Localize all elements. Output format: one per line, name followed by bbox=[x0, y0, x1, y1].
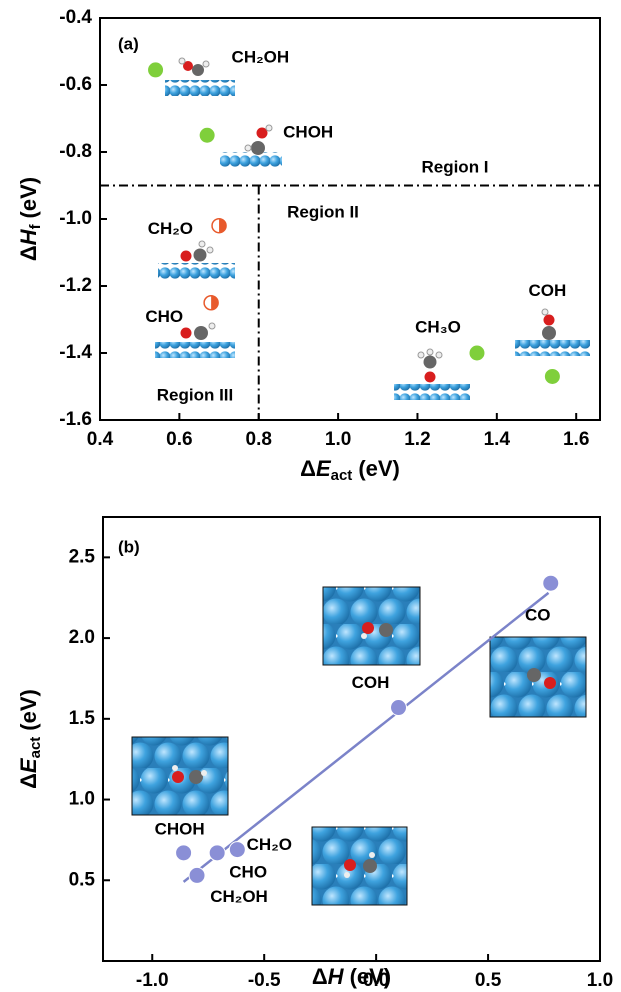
x-tick-label: 0.6 bbox=[166, 429, 192, 450]
panel-label: (b) bbox=[118, 537, 140, 556]
axis-label-symbol: E bbox=[316, 456, 332, 481]
axis-label-delta: Δ bbox=[16, 773, 41, 789]
point bbox=[209, 845, 225, 861]
point bbox=[469, 345, 485, 361]
point bbox=[148, 62, 164, 78]
point bbox=[199, 127, 215, 143]
molecule-ch3o bbox=[394, 349, 470, 400]
point bbox=[544, 368, 560, 384]
y-tick-label: 1.5 bbox=[69, 708, 96, 729]
x-tick-label: 0.5 bbox=[475, 970, 502, 991]
y-tick-label: 0.5 bbox=[69, 869, 96, 890]
x-tick-label: 1.0 bbox=[325, 429, 351, 450]
y-tick-label: -1.4 bbox=[59, 342, 92, 363]
point-label: CHOH bbox=[283, 123, 333, 142]
axis-label: ΔH(eV) bbox=[312, 964, 391, 989]
point-label: CHO bbox=[145, 307, 183, 326]
molecule-cho bbox=[155, 323, 235, 358]
y-tick-label: -1.0 bbox=[59, 208, 92, 229]
point-label: COH bbox=[528, 281, 566, 300]
x-tick-label: -1.0 bbox=[136, 970, 169, 991]
x-tick-label: 1.4 bbox=[484, 429, 511, 450]
y-tick-label: -0.6 bbox=[59, 74, 92, 95]
surface-co bbox=[490, 637, 586, 717]
axis-label-symbol: H bbox=[16, 228, 41, 245]
x-tick-label: 1.6 bbox=[563, 429, 589, 450]
axis-label-unit: (eV) bbox=[16, 689, 41, 731]
axis-label: ΔEact (eV) bbox=[300, 456, 400, 484]
point-label: CH₂O bbox=[247, 835, 292, 854]
point-label: CH₃O bbox=[415, 317, 461, 336]
y-tick-label: -1.2 bbox=[59, 275, 92, 296]
surface-choh bbox=[132, 737, 228, 815]
point bbox=[229, 842, 245, 858]
x-tick-label: 1.2 bbox=[404, 429, 430, 450]
region-label: Region II bbox=[287, 202, 359, 221]
point-label: CHOH bbox=[155, 819, 205, 838]
y-tick-label: 2.0 bbox=[69, 627, 95, 648]
y-tick-label: 1.0 bbox=[69, 789, 95, 810]
region-label: Region I bbox=[421, 157, 488, 176]
y-tick-label: -0.4 bbox=[59, 7, 92, 28]
point bbox=[543, 575, 559, 591]
y-tick-label: 2.5 bbox=[69, 546, 96, 567]
y-tick-label: -0.8 bbox=[59, 141, 92, 162]
y-tick-label: -1.6 bbox=[59, 409, 92, 430]
x-tick-label: 0.4 bbox=[87, 429, 114, 450]
axis-label-delta: Δ bbox=[312, 964, 328, 989]
axis-label-symbol: E bbox=[16, 757, 41, 773]
point-label: CH₂OH bbox=[210, 887, 268, 906]
axis-label-delta: Δ bbox=[16, 245, 41, 261]
page: {"chart_data": [ {"type": "scatter", "pa… bbox=[0, 0, 621, 992]
surface-ch2o bbox=[312, 827, 407, 905]
x-tick-label: 1.0 bbox=[587, 970, 613, 991]
axis-label-delta: Δ bbox=[300, 456, 316, 481]
point bbox=[176, 845, 192, 861]
molecule-ch2oh bbox=[165, 58, 235, 96]
point-label: CO bbox=[525, 606, 551, 625]
molecule-ch2o bbox=[158, 241, 235, 279]
molecule-coh bbox=[515, 309, 590, 356]
axis-label: ΔHf (eV) bbox=[16, 177, 44, 261]
axis-label-unit: (eV) bbox=[16, 177, 41, 219]
surface-coh bbox=[323, 587, 420, 665]
axis-label-subscript: act bbox=[331, 467, 353, 484]
region-label: Region III bbox=[157, 385, 234, 404]
axis-label: ΔEact (eV) bbox=[16, 689, 44, 789]
molecule-choh bbox=[220, 125, 282, 168]
point-label: COH bbox=[352, 673, 390, 692]
axis-label-symbol: H bbox=[328, 964, 345, 989]
x-tick-label: 0.8 bbox=[246, 429, 272, 450]
point-label: CH₂OH bbox=[232, 47, 290, 66]
point-label: CH₂O bbox=[148, 219, 193, 238]
axis-label-unit: (eV) bbox=[358, 456, 400, 481]
point bbox=[391, 700, 407, 716]
point bbox=[189, 867, 205, 883]
point-label: CHO bbox=[229, 862, 267, 881]
figure: 0.4 0.6 0.8 1.0 1.2 1.4 1.6 -1.6 -1.4 -1.2 -1.0 -0.… bbox=[0, 0, 621, 992]
axis-label-subscript: act bbox=[27, 737, 44, 759]
panel-label: (a) bbox=[118, 34, 139, 53]
x-tick-label: -0.5 bbox=[248, 970, 281, 991]
axis-label-subscript: f bbox=[27, 223, 44, 229]
axis-label-unit: (eV) bbox=[350, 964, 392, 989]
